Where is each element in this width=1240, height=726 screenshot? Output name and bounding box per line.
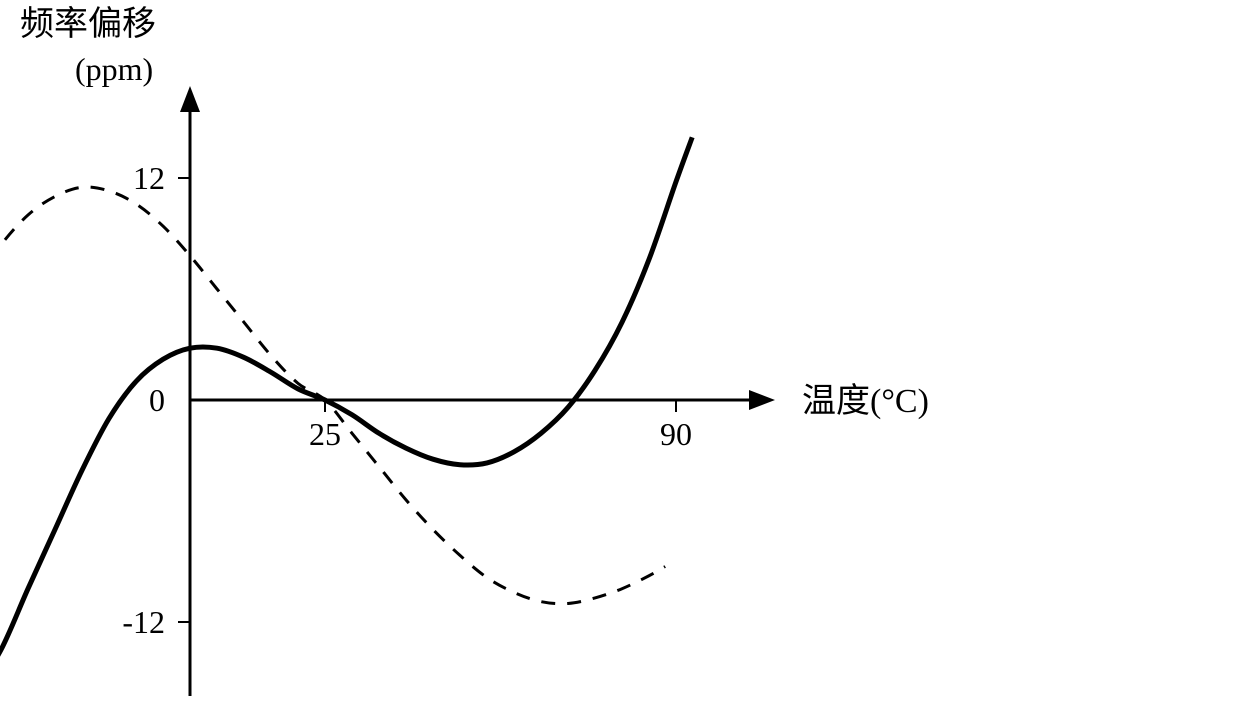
y-axis-title: 频率偏移 [20,5,156,43]
frequency-shift-chart: 120-12-402590频率偏移(ppm)温度(°C) [0,0,1240,726]
curve-solid [0,137,692,692]
y-tick-label: -12 [122,604,165,640]
y-axis-unit: (ppm) [75,51,153,87]
y-axis-arrow [180,86,200,112]
x-axis-arrow [749,390,775,410]
y-tick-label: 0 [149,382,165,418]
curve-dashed [0,187,665,604]
x-tick-label: 90 [660,416,692,452]
x-tick-label: 25 [309,416,341,452]
x-axis-title: 温度(°C) [802,382,929,420]
y-tick-label: 12 [133,160,165,196]
chart-svg: 120-12-402590频率偏移(ppm)温度(°C) [0,0,1240,726]
